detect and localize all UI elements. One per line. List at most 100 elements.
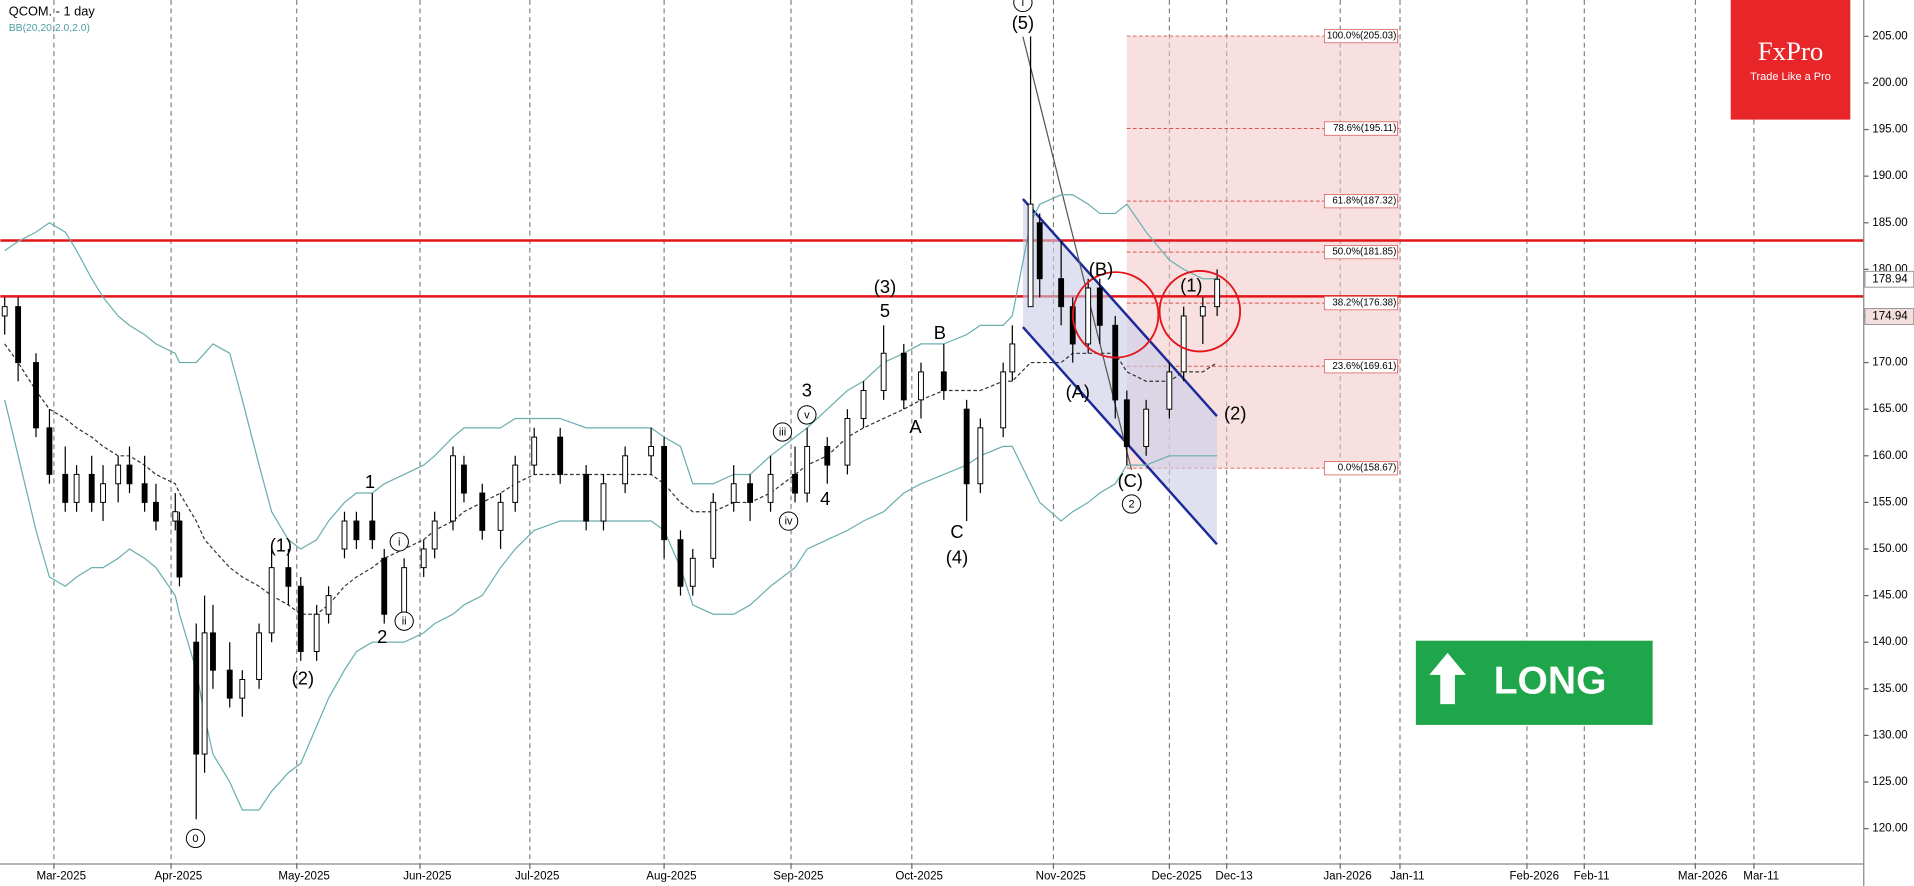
wave-label: A: [909, 416, 922, 437]
candle-body: [661, 445, 668, 541]
wave-label: 1: [365, 471, 375, 492]
x-tick-label: Jan-11: [1390, 870, 1425, 882]
wave-label: iii: [779, 427, 786, 439]
candle-body: [268, 567, 275, 634]
wave-label: i: [1022, 0, 1024, 9]
candle-body: [88, 473, 95, 503]
wave-label: (1): [270, 535, 292, 556]
candle-body: [256, 632, 262, 680]
candle-body: [730, 483, 737, 503]
candle-body: [918, 371, 924, 401]
candle-body: [622, 455, 629, 485]
y-tick-label: 165.00: [1872, 403, 1907, 415]
candle-body: [844, 418, 851, 466]
y-tick-label: 155.00: [1872, 496, 1907, 508]
candle-body: [285, 567, 292, 587]
fib-label-box: [1323, 245, 1398, 260]
candle-body: [1009, 343, 1016, 373]
candle-body: [313, 613, 320, 653]
y-tick-label: 140.00: [1872, 636, 1907, 648]
wave-label: 2: [377, 626, 387, 647]
wave-label: (C): [1118, 470, 1143, 491]
wave-label: 3: [802, 380, 812, 401]
candle-body: [1, 306, 8, 317]
y-tick-label: 205.00: [1872, 30, 1907, 42]
candle-body: [369, 520, 376, 541]
channel-line: [1021, 326, 1218, 546]
wave-label: (B): [1089, 259, 1113, 280]
wave-label: iv: [785, 516, 793, 528]
fib-label-box: [1323, 28, 1398, 44]
y-tick-label: 190.00: [1872, 170, 1907, 182]
candle-body: [1000, 371, 1007, 429]
x-tick-label: Mar-2025: [36, 870, 86, 882]
price-badge-label: 174.94: [1872, 311, 1908, 323]
logo-name: FxPro: [1758, 36, 1824, 66]
candle-body: [1143, 408, 1150, 447]
candle-body: [900, 352, 907, 401]
wave-label: (4): [946, 547, 968, 568]
wave-label: 0: [192, 833, 198, 845]
candle-body: [1214, 278, 1221, 308]
y-tick-label: 135.00: [1872, 683, 1907, 695]
wave-label: 4: [820, 488, 830, 509]
wave-circle: [778, 511, 799, 531]
candle-body: [963, 408, 970, 485]
x-tick-label: May-2025: [278, 870, 330, 882]
fib-label-box: [1323, 194, 1398, 209]
candle-body: [767, 473, 774, 503]
candle-body: [461, 464, 467, 494]
x-tick-label: Aug-2025: [646, 870, 696, 882]
fib-label: 61.8%(187.32): [1332, 196, 1396, 207]
candle-body: [1069, 306, 1076, 345]
wave-label: ii: [402, 616, 407, 628]
overlay: 100.0%(205.03) 78.6%(195.11) 61.8%(187.32)…: [185, 0, 1398, 849]
candle-body: [1027, 203, 1034, 308]
bollinger-lower: [4, 399, 1218, 811]
bollinger-upper: [4, 194, 1218, 550]
candle-body: [824, 445, 831, 466]
x-tick-label: Nov-2025: [1036, 870, 1086, 882]
x-tick-label: Dec-13: [1215, 870, 1252, 882]
candle-body: [153, 501, 159, 522]
wave-circle: [797, 405, 817, 425]
indicator-label: BB(20,20,2.0,2.0): [9, 23, 90, 34]
price-badge-label: 178.94: [1872, 273, 1908, 285]
candle-body: [341, 520, 348, 550]
fib-label: 100.0%(205.03): [1327, 31, 1396, 42]
candle-body: [792, 473, 798, 494]
candle-body: [201, 632, 208, 755]
wave-circle: [772, 422, 793, 442]
candle-body: [557, 436, 564, 475]
candle-body: [860, 390, 867, 419]
y-tick-label: 130.00: [1872, 729, 1907, 741]
candle-body: [512, 464, 519, 503]
candle-body: [1085, 287, 1092, 345]
candle-body: [210, 632, 216, 671]
fib-label: 78.6%(195.11): [1333, 123, 1396, 134]
candle-body: [747, 483, 754, 503]
bollinger-middle: [4, 343, 1218, 615]
x-tick-label: Apr-2025: [155, 870, 203, 882]
wave-label: 2: [1128, 499, 1134, 511]
candle-body: [353, 520, 360, 541]
candle-body: [431, 520, 438, 550]
candle-body: [115, 464, 122, 485]
y-tick-label: 185.00: [1872, 217, 1907, 229]
wave-circle: [1121, 494, 1142, 514]
channel-line: [1021, 198, 1218, 417]
candle-body: [1058, 278, 1065, 308]
y-tick-label: 125.00: [1872, 776, 1907, 788]
candle-body: [1096, 287, 1103, 326]
y-tick-label: 170.00: [1872, 357, 1907, 369]
candle-body: [1036, 222, 1043, 280]
candle-body: [479, 492, 486, 531]
candle-body: [33, 362, 39, 429]
candle-body: [600, 483, 607, 522]
candle-body: [677, 539, 684, 587]
x-tick-label: Jun-2025: [403, 870, 451, 882]
candle-body: [583, 473, 590, 522]
wave-label: (A): [1066, 381, 1090, 402]
y-tick-label: 145.00: [1872, 590, 1907, 602]
candle-body: [497, 501, 504, 531]
